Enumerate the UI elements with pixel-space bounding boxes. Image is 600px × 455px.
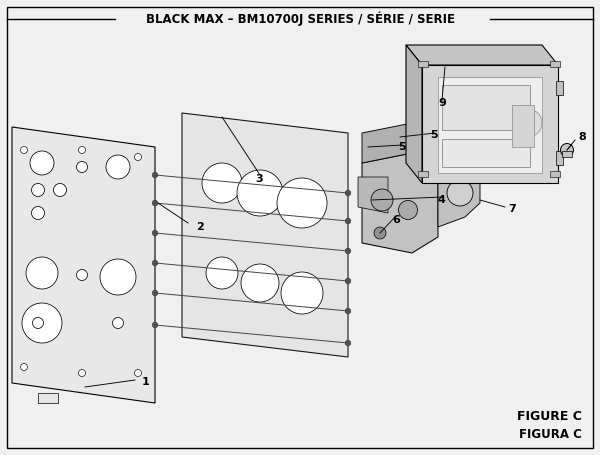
Circle shape	[79, 147, 86, 153]
Circle shape	[77, 162, 88, 172]
Polygon shape	[438, 163, 480, 227]
Circle shape	[514, 109, 542, 137]
Polygon shape	[38, 393, 58, 403]
Circle shape	[241, 264, 279, 302]
Circle shape	[277, 178, 327, 228]
Polygon shape	[358, 177, 388, 213]
Circle shape	[345, 308, 351, 314]
Polygon shape	[438, 77, 542, 173]
Text: 5: 5	[398, 142, 406, 152]
Circle shape	[152, 290, 158, 296]
Polygon shape	[362, 123, 438, 163]
Bar	[550, 61, 560, 67]
Circle shape	[152, 200, 158, 206]
Circle shape	[53, 183, 67, 197]
Circle shape	[32, 318, 44, 329]
Circle shape	[345, 190, 351, 196]
Bar	[556, 81, 563, 95]
Bar	[418, 61, 428, 67]
Circle shape	[206, 257, 238, 289]
Polygon shape	[422, 65, 558, 183]
Text: 1: 1	[142, 377, 150, 387]
Bar	[418, 171, 428, 177]
Circle shape	[374, 227, 386, 239]
Circle shape	[20, 147, 28, 153]
Bar	[556, 151, 563, 165]
Circle shape	[152, 230, 158, 236]
Text: 3: 3	[255, 174, 263, 184]
Circle shape	[26, 257, 58, 289]
Circle shape	[32, 207, 44, 219]
Polygon shape	[406, 45, 422, 183]
Text: 8: 8	[578, 132, 586, 142]
Circle shape	[22, 303, 62, 343]
Circle shape	[345, 218, 351, 224]
Circle shape	[281, 272, 323, 314]
Text: 4: 4	[438, 195, 446, 205]
Circle shape	[371, 189, 393, 211]
Circle shape	[345, 278, 351, 284]
Text: 2: 2	[196, 222, 204, 232]
Circle shape	[398, 201, 418, 219]
Polygon shape	[406, 45, 558, 65]
Text: 5: 5	[430, 130, 437, 140]
Circle shape	[100, 259, 136, 295]
Text: BLACK MAX – BM10700J SERIES / SÉRIE / SERIE: BLACK MAX – BM10700J SERIES / SÉRIE / SE…	[146, 12, 455, 26]
Bar	[512, 105, 534, 147]
Polygon shape	[12, 127, 155, 403]
Circle shape	[345, 340, 351, 346]
Polygon shape	[182, 113, 348, 357]
Circle shape	[20, 364, 28, 370]
Circle shape	[152, 172, 158, 178]
Text: FIGURA C: FIGURA C	[519, 429, 582, 441]
Text: 7: 7	[508, 204, 516, 214]
Polygon shape	[362, 153, 438, 253]
Circle shape	[152, 260, 158, 266]
Circle shape	[79, 369, 86, 376]
Circle shape	[30, 151, 54, 175]
Text: FIGURE C: FIGURE C	[517, 410, 582, 424]
Circle shape	[202, 163, 242, 203]
Bar	[562, 151, 572, 157]
Circle shape	[77, 269, 88, 280]
Circle shape	[560, 143, 574, 157]
Circle shape	[134, 369, 142, 376]
Circle shape	[447, 180, 473, 206]
Circle shape	[106, 155, 130, 179]
Circle shape	[345, 248, 351, 254]
Circle shape	[152, 322, 158, 328]
Bar	[442, 85, 530, 130]
Circle shape	[32, 183, 44, 197]
Bar	[442, 139, 530, 167]
Circle shape	[134, 153, 142, 161]
Bar	[550, 171, 560, 177]
Text: 6: 6	[392, 215, 400, 225]
Circle shape	[113, 318, 124, 329]
Circle shape	[237, 170, 283, 216]
Text: 9: 9	[438, 98, 446, 108]
